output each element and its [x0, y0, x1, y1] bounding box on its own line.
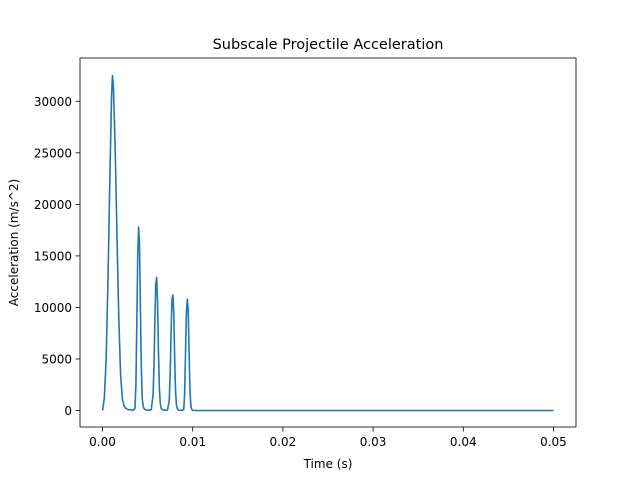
y-axis-ticks: 0 5000 10000 15000 20000 25000 30000	[34, 95, 80, 418]
x-tick-label: 0.00	[89, 435, 116, 449]
series-line	[101, 74, 554, 412]
x-tick-label: 0.01	[179, 435, 206, 449]
plot-frame	[79, 57, 577, 428]
y-tick-label: 0	[64, 404, 72, 418]
y-tick-label: 25000	[34, 146, 72, 160]
data-layer	[101, 74, 554, 412]
x-tick-label: 0.05	[540, 435, 567, 449]
y-tick-label: 5000	[41, 352, 72, 366]
x-axis-ticks: 0.00 0.01 0.02 0.03 0.04 0.05	[89, 427, 567, 449]
y-tick-label: 15000	[34, 249, 72, 263]
y-tick-label: 10000	[34, 301, 72, 315]
chart-title: Subscale Projectile Acceleration	[213, 37, 444, 53]
x-tick-label: 0.04	[450, 435, 477, 449]
y-tick-label: 20000	[34, 198, 72, 212]
plot-area	[80, 58, 576, 427]
y-tick-label: 30000	[34, 95, 72, 109]
x-axis-label: Time (s)	[303, 457, 353, 471]
x-tick-label: 0.03	[360, 435, 387, 449]
x-tick-label: 0.02	[270, 435, 297, 449]
y-axis-label: Acceleration (m/s^2)	[7, 179, 21, 306]
